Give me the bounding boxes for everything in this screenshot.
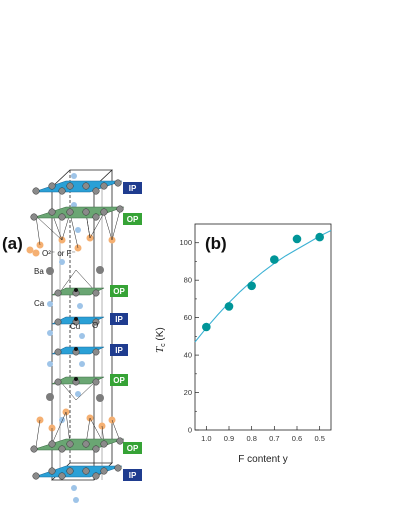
layer-tag-ip: IP	[110, 313, 128, 325]
layer-tag-op: OP	[110, 285, 128, 297]
svg-text:OP: OP	[127, 215, 139, 224]
layer-tag-op: OP	[123, 442, 142, 454]
fit-curve-layer	[194, 230, 332, 343]
layer-op-3	[51, 376, 105, 401]
data-point	[292, 234, 302, 244]
layer-tag-ip: IP	[123, 469, 142, 481]
y-axis-title-unit: (K)	[155, 327, 166, 343]
y-tick-label: 80	[184, 276, 192, 285]
layer-op-4	[30, 411, 125, 453]
anion-label: O²⁻ or F⁻	[42, 249, 76, 258]
layer-tag-op: OP	[110, 374, 128, 386]
data-point	[202, 322, 211, 332]
layer-ip-3	[51, 346, 105, 356]
panel-a-label: (a)	[2, 234, 23, 253]
y-tick-label: 60	[184, 313, 192, 322]
y-tick-label: 40	[184, 351, 192, 360]
y-tick-label: 20	[184, 388, 192, 397]
y-axis-title-sub: c	[160, 343, 167, 347]
x-tick-label: 0.6	[292, 434, 302, 443]
layer-op-2	[51, 269, 105, 297]
x-tick-label: 0.9	[224, 434, 234, 443]
panel-b-label: (b)	[205, 234, 227, 253]
layer-tag-ip: IP	[110, 344, 128, 356]
plot-frame	[194, 223, 332, 431]
o-label: O	[92, 321, 98, 330]
data-points	[202, 232, 324, 332]
layer-ip-2	[51, 316, 105, 326]
fit-curve	[194, 230, 332, 343]
y-axis-title: Tc (K)	[154, 327, 167, 353]
x-axis-title: F content y	[238, 454, 287, 465]
svg-text:OP: OP	[113, 287, 125, 296]
svg-text:IP: IP	[115, 315, 123, 324]
apical-anion-marker	[32, 249, 40, 257]
atom-legend: O²⁻ or F⁻ Ba Ca Cu O	[32, 249, 98, 331]
ca-label: Ca	[34, 299, 45, 308]
data-point	[270, 255, 279, 264]
svg-text:IP: IP	[129, 184, 137, 193]
layer-op-1	[30, 205, 125, 249]
layer-ip-1	[32, 179, 123, 195]
data-point	[247, 281, 256, 291]
layer-tag-ip: IP	[123, 182, 142, 194]
svg-text:IP: IP	[129, 471, 137, 480]
layer-tag-op: OP	[123, 213, 142, 225]
ba-label: Ba	[34, 267, 44, 276]
svg-text:OP: OP	[113, 376, 125, 385]
crystal-structure: (a)	[2, 169, 142, 503]
layer-ip-4	[32, 464, 123, 480]
ca-atoms	[47, 173, 85, 503]
x-tick-label: 1.0	[201, 434, 211, 443]
x-tick-label: 0.8	[246, 434, 256, 443]
tc-chart: 0 20 40 60 80 100 1.0 0.9 0.8 0.7 0.6 0.5 (b) Tc (…	[154, 223, 332, 465]
x-axis-ticks: 1.0 0.9 0.8 0.7 0.6 0.5	[201, 426, 325, 443]
x-tick-label: 0.5	[314, 434, 324, 443]
x-tick-label: 0.7	[269, 434, 279, 443]
layer-tags: IP OP OP IP IP OP	[110, 182, 142, 481]
y-axis-title-symbol: T	[154, 346, 166, 353]
y-tick-label: 0	[188, 426, 192, 435]
data-point	[315, 232, 324, 242]
ba-atoms	[46, 266, 104, 402]
svg-text:OP: OP	[127, 444, 139, 453]
y-tick-label: 100	[179, 238, 192, 247]
y-axis-ticks: 0 20 40 60 80 100	[179, 238, 199, 435]
data-point	[224, 302, 234, 311]
cu-label: Cu	[70, 322, 80, 331]
plot-border	[194, 223, 332, 431]
svg-text:IP: IP	[115, 346, 123, 355]
